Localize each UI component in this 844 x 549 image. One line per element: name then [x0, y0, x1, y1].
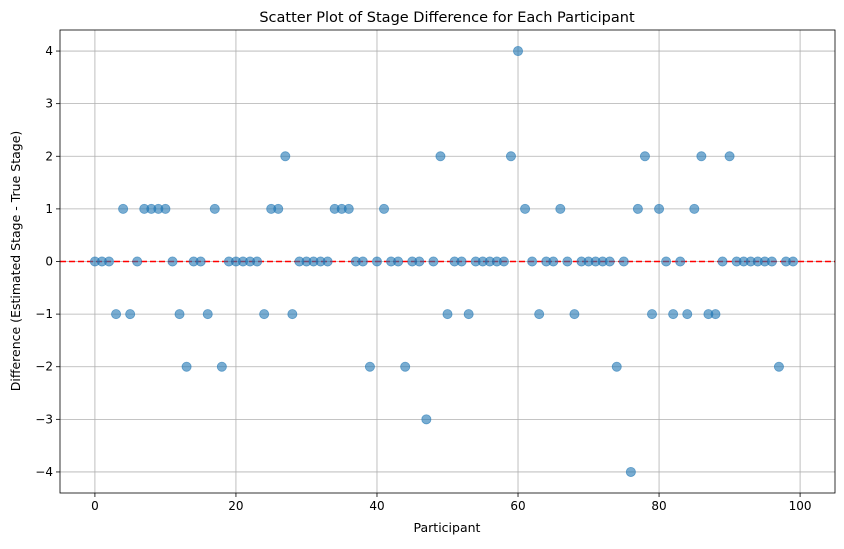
- data-point: [625, 466, 636, 477]
- data-point: [195, 256, 206, 267]
- data-point: [259, 309, 270, 320]
- data-point: [209, 203, 220, 214]
- data-point: [520, 203, 531, 214]
- data-point: [513, 46, 524, 57]
- x-tick-label: 60: [510, 499, 525, 513]
- data-point: [689, 203, 700, 214]
- data-point: [717, 256, 728, 267]
- data-point: [788, 256, 799, 267]
- data-point: [322, 256, 333, 267]
- x-tick-label: 40: [369, 499, 384, 513]
- data-point: [357, 256, 368, 267]
- x-tick-label: 20: [228, 499, 243, 513]
- data-point: [604, 256, 615, 267]
- data-point: [766, 256, 777, 267]
- y-tick-label: −1: [35, 307, 53, 321]
- y-tick-label: −4: [35, 465, 53, 479]
- data-point: [125, 309, 136, 320]
- data-point: [569, 309, 580, 320]
- data-point: [132, 256, 143, 267]
- data-point: [111, 309, 122, 320]
- y-axis-label: Difference (Estimated Stage - True Stage…: [8, 131, 23, 392]
- data-point: [562, 256, 573, 267]
- data-point: [548, 256, 559, 267]
- data-point: [534, 309, 545, 320]
- x-tick-label: 80: [651, 499, 666, 513]
- data-point: [654, 203, 665, 214]
- data-point: [696, 151, 707, 162]
- data-point: [379, 203, 390, 214]
- y-tick-label: 3: [45, 97, 53, 111]
- data-point: [287, 309, 298, 320]
- chart-title: Scatter Plot of Stage Difference for Eac…: [259, 10, 635, 26]
- data-point: [527, 256, 538, 267]
- data-point: [505, 151, 516, 162]
- data-point: [724, 151, 735, 162]
- data-point: [639, 151, 650, 162]
- y-tick-label: −2: [35, 360, 53, 374]
- data-point: [202, 309, 213, 320]
- data-point: [174, 309, 185, 320]
- data-point: [428, 256, 439, 267]
- data-point: [498, 256, 509, 267]
- x-tick-label: 100: [789, 499, 812, 513]
- data-point: [414, 256, 425, 267]
- data-point: [421, 414, 432, 425]
- data-point: [167, 256, 178, 267]
- data-point: [773, 361, 784, 372]
- x-tick-label: 0: [91, 499, 99, 513]
- data-point: [668, 309, 679, 320]
- data-point: [181, 361, 192, 372]
- data-point: [343, 203, 354, 214]
- data-point: [647, 309, 658, 320]
- y-ticks: −4 −3 −2 −1 0 1 2 3 4: [35, 44, 60, 479]
- data-point: [675, 256, 686, 267]
- data-point: [160, 203, 171, 214]
- data-point: [710, 309, 721, 320]
- y-tick-label: −3: [35, 412, 53, 426]
- data-point: [393, 256, 404, 267]
- data-point: [273, 203, 284, 214]
- points: [89, 46, 799, 477]
- y-tick-label: 1: [45, 202, 53, 216]
- data-point: [280, 151, 291, 162]
- data-point: [463, 309, 474, 320]
- data-point: [104, 256, 115, 267]
- data-point: [400, 361, 411, 372]
- data-point: [435, 151, 446, 162]
- y-tick-label: 4: [45, 44, 53, 58]
- data-point: [456, 256, 467, 267]
- data-point: [371, 256, 382, 267]
- data-point: [555, 203, 566, 214]
- data-point: [661, 256, 672, 267]
- data-point: [364, 361, 375, 372]
- y-tick-label: 2: [45, 149, 53, 163]
- data-point: [611, 361, 622, 372]
- x-ticks: 0 20 40 60 80 100: [91, 493, 812, 513]
- data-point: [252, 256, 263, 267]
- data-point: [632, 203, 643, 214]
- data-point: [216, 361, 227, 372]
- data-point: [618, 256, 629, 267]
- data-point: [442, 309, 453, 320]
- x-axis-label: Participant: [414, 520, 481, 535]
- y-tick-label: 0: [45, 255, 53, 269]
- data-point: [682, 309, 693, 320]
- data-point: [118, 203, 129, 214]
